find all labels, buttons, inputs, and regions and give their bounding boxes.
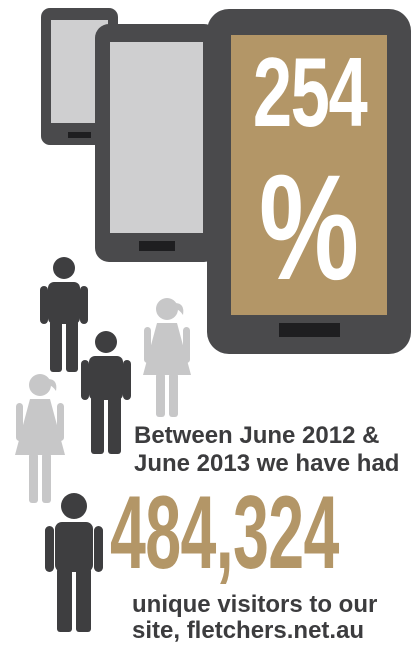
female-person-icon: [11, 373, 69, 503]
growth-percentage-number: 254: [252, 37, 368, 147]
outro-text-line-1: unique visitors to our: [132, 591, 378, 618]
male-person-icon: [80, 330, 132, 454]
highlight-screen: 254 %: [231, 35, 387, 315]
unique-visitors-count: 484,324: [110, 475, 339, 591]
male-person-icon: [39, 256, 89, 372]
phone-home-button: [68, 132, 91, 138]
male-person-icon: [44, 492, 104, 632]
female-person-icon: [139, 297, 195, 417]
smartphone-icon-large: 254 %: [207, 9, 411, 354]
percent-symbol: %: [258, 143, 360, 311]
phone-screen: [110, 42, 203, 233]
outro-text-line-2: site, fletchers.net.au: [132, 617, 365, 644]
phone-home-button: [139, 241, 175, 251]
phone-home-button: [279, 323, 340, 337]
intro-text-line-2: June 2013 we have had: [134, 450, 400, 477]
intro-text-line-1: Between June 2012 &: [134, 422, 380, 449]
smartphone-icon-medium: [95, 24, 218, 262]
